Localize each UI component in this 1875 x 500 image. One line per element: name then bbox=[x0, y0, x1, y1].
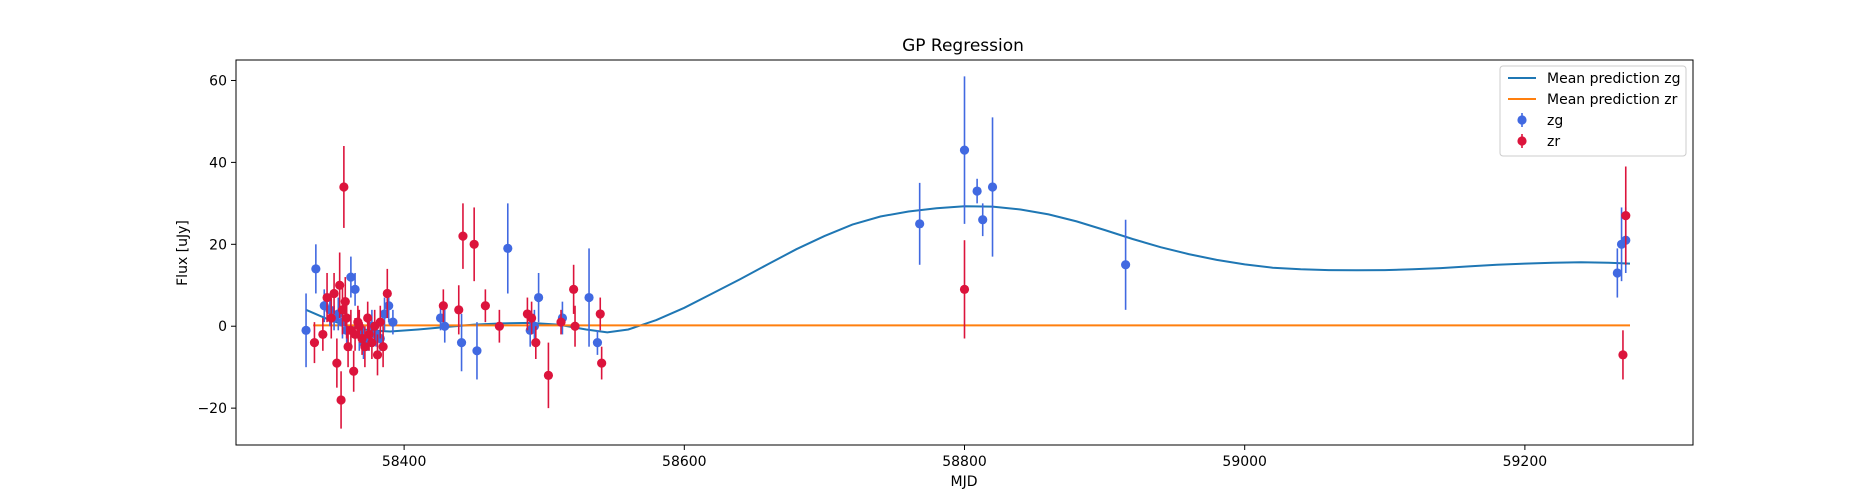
data-point bbox=[326, 313, 336, 323]
data-point bbox=[556, 317, 566, 327]
data-point bbox=[456, 338, 467, 348]
y-axis: −20 0 20 40 60 bbox=[197, 73, 236, 417]
data-point bbox=[360, 342, 370, 352]
data-point bbox=[959, 284, 970, 294]
data-point bbox=[454, 305, 464, 315]
data-point bbox=[1121, 260, 1131, 270]
data-point bbox=[597, 358, 607, 368]
data-point bbox=[372, 350, 383, 360]
data-point bbox=[336, 395, 346, 405]
data-point bbox=[543, 370, 554, 380]
data-point bbox=[972, 186, 982, 196]
chart-title: GP Regression bbox=[902, 36, 1024, 56]
x-tick-label: 58600 bbox=[662, 454, 707, 470]
y-axis-label: Flux [uJy] bbox=[175, 220, 191, 286]
y-tick-label: 40 bbox=[209, 155, 227, 171]
data-point bbox=[375, 317, 385, 327]
x-axis: 58400 58600 58800 59000 59200 bbox=[382, 445, 1547, 470]
data-point bbox=[350, 284, 360, 294]
data-point bbox=[494, 321, 504, 331]
data-point bbox=[311, 264, 321, 274]
data-point bbox=[458, 231, 468, 241]
data-point bbox=[340, 297, 350, 307]
legend-label: zr bbox=[1547, 134, 1560, 150]
data-point bbox=[332, 358, 342, 368]
data-point bbox=[322, 292, 332, 303]
data-point bbox=[301, 325, 311, 335]
y-tick-label: 60 bbox=[209, 73, 227, 89]
data-point bbox=[959, 145, 970, 155]
data-point bbox=[346, 272, 356, 282]
data-point bbox=[318, 329, 328, 340]
x-axis-label: MJD bbox=[951, 474, 978, 490]
data-point bbox=[349, 366, 359, 376]
legend-label: Mean prediction zg bbox=[1547, 71, 1681, 87]
data-point bbox=[569, 284, 579, 294]
x-tick-label: 58800 bbox=[942, 454, 987, 470]
data-point bbox=[534, 292, 544, 303]
y-tick-label: 0 bbox=[218, 319, 227, 335]
y-tick-label: −20 bbox=[197, 401, 227, 417]
data-point bbox=[438, 301, 448, 311]
series-line-mean-prediction-zg bbox=[305, 205, 1631, 334]
data-point bbox=[440, 321, 450, 331]
data-point bbox=[503, 243, 513, 254]
data-point bbox=[378, 342, 388, 352]
data-point bbox=[339, 182, 349, 192]
data-point bbox=[472, 346, 482, 356]
data-point bbox=[584, 292, 594, 303]
data-point bbox=[570, 321, 580, 331]
legend-marker-swatch bbox=[1517, 136, 1527, 146]
x-tick-label: 59200 bbox=[1503, 454, 1548, 470]
data-point bbox=[309, 338, 320, 348]
data-point bbox=[480, 301, 490, 311]
data-point bbox=[329, 288, 339, 299]
data-point bbox=[384, 301, 394, 311]
y-tick-label: 20 bbox=[209, 237, 227, 253]
data-point bbox=[1618, 350, 1628, 360]
data-point bbox=[1612, 268, 1622, 278]
data-point bbox=[595, 309, 605, 319]
data-point bbox=[382, 288, 392, 299]
data-point bbox=[527, 313, 537, 323]
plot-area: 58400 58600 58800 59000 59200 −20 0 20 40 60 bbox=[197, 59, 1694, 470]
x-tick-label: 58400 bbox=[382, 454, 427, 470]
legend-label: Mean prediction zr bbox=[1547, 92, 1678, 108]
data-point bbox=[388, 317, 398, 327]
data-point bbox=[592, 338, 603, 348]
data-point bbox=[978, 215, 988, 225]
legend: Mean prediction zg Mean prediction zr zg zr bbox=[1499, 65, 1687, 157]
data-point bbox=[342, 313, 352, 323]
series-zr bbox=[309, 146, 1631, 429]
data-point bbox=[469, 239, 479, 249]
legend-label: zg bbox=[1547, 113, 1563, 129]
legend-box bbox=[1499, 65, 1687, 157]
data-point bbox=[531, 338, 541, 348]
series-layer bbox=[301, 76, 1631, 429]
legend-marker-swatch bbox=[1517, 115, 1527, 125]
x-tick-label: 59000 bbox=[1222, 454, 1267, 470]
data-point bbox=[915, 219, 925, 229]
data-point bbox=[363, 313, 373, 323]
data-point bbox=[987, 182, 998, 192]
data-point bbox=[1621, 211, 1631, 221]
